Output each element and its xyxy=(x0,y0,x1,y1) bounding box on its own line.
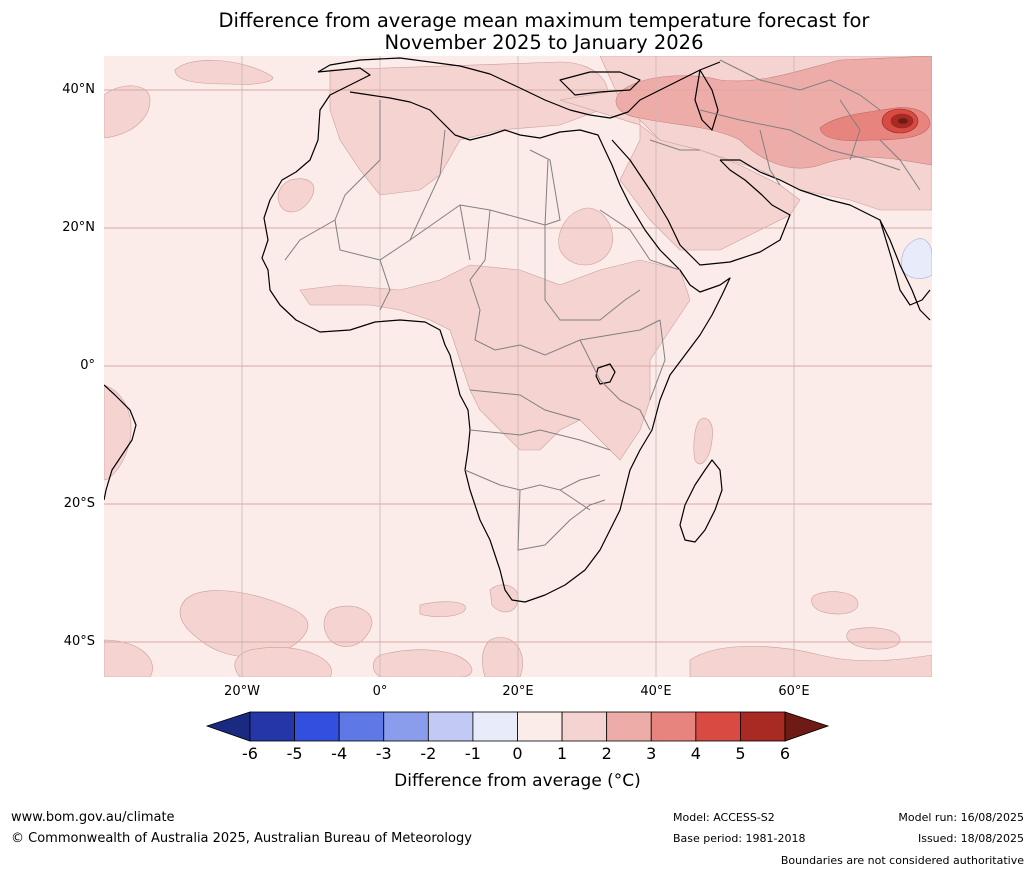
coastlines xyxy=(104,57,931,603)
anomaly-hotspot xyxy=(881,108,919,134)
colorbar-tick: -4 xyxy=(331,744,348,763)
colorbar-tick: 2 xyxy=(601,744,612,763)
lat-label-40s: 40°S xyxy=(63,634,95,649)
map-area xyxy=(104,56,932,677)
colorbar-cell xyxy=(695,711,741,742)
lon-label-20w: 20°W xyxy=(224,684,260,699)
colorbar-cell xyxy=(472,711,518,742)
colorbar-tick: 5 xyxy=(735,744,746,763)
persian-gulf-coastline xyxy=(720,159,931,306)
colorbar-tick: 0 xyxy=(512,744,523,763)
title-line-1: Difference from average mean maximum tem… xyxy=(218,9,870,32)
copyright-text: © Commonwealth of Australia 2025, Austra… xyxy=(11,831,472,846)
title-line-2: November 2025 to January 2026 xyxy=(384,31,704,54)
lake-victoria-coastline xyxy=(595,363,616,385)
black-sea-coastline xyxy=(559,71,641,96)
india-coastline xyxy=(879,219,931,321)
chart-title: Difference from average mean maximum tem… xyxy=(0,10,1035,54)
colorbar-cell xyxy=(517,711,563,742)
base-period-text: Base period: 1981-2018 xyxy=(673,832,806,845)
lon-label-60e: 60°E xyxy=(778,684,810,699)
website-link[interactable]: www.bom.gov.au/climate xyxy=(11,810,175,825)
colorbar-cell xyxy=(427,711,474,742)
lat-label-40n: 40°N xyxy=(62,82,95,97)
colorbar-tick: 1 xyxy=(556,744,568,763)
colorbar-cell xyxy=(294,711,340,742)
colorbar-cell xyxy=(561,711,608,742)
lon-label-20e: 20°E xyxy=(502,684,534,699)
colorbar-tick: 6 xyxy=(779,744,791,763)
lat-label-0: 0° xyxy=(80,358,95,373)
colorbar-cell xyxy=(740,711,786,742)
arabia-coastline xyxy=(611,139,791,266)
colorbar-cell xyxy=(650,711,697,742)
colorbar-tick: -5 xyxy=(286,744,303,763)
anomaly-negative-region xyxy=(901,238,932,279)
lon-label-40e: 40°E xyxy=(640,684,672,699)
colorbar-tick: 4 xyxy=(690,744,701,763)
issued-text: Issued: 18/08/2025 xyxy=(917,832,1024,845)
colorbar xyxy=(205,711,830,742)
colorbar-tick: -3 xyxy=(375,744,392,763)
africa-coastline xyxy=(261,67,731,603)
madagascar-coastline xyxy=(679,459,723,543)
colorbar-tick: -2 xyxy=(420,744,437,763)
colorbar-cell xyxy=(606,711,652,742)
south-america-coastline xyxy=(104,384,137,501)
disclaimer-text: Boundaries are not considered authoritat… xyxy=(780,854,1024,867)
lat-label-20n: 20°N xyxy=(62,220,95,235)
colorbar-cell xyxy=(383,711,429,742)
caspian-sea-coastline xyxy=(694,69,719,131)
colorbar-tick: 3 xyxy=(646,744,657,763)
model-run-text: Model run: 16/08/2025 xyxy=(898,811,1024,824)
colorbar-cell xyxy=(338,711,385,742)
colorbar-cell xyxy=(249,711,295,742)
colorbar-cells xyxy=(249,711,786,742)
lat-label-20s: 20°S xyxy=(63,496,95,511)
model-text: Model: ACCESS-S2 xyxy=(673,811,775,824)
colorbar-tick: -1 xyxy=(464,744,481,763)
country-borders xyxy=(284,59,921,551)
lon-label-0: 0° xyxy=(372,684,388,699)
colorbar-extend-low xyxy=(205,711,251,742)
colorbar-tick: -6 xyxy=(242,744,258,763)
colorbar-title: Difference from average (°C) xyxy=(394,771,641,791)
colorbar-extend-high xyxy=(784,711,830,742)
europe-coastline xyxy=(317,57,721,119)
